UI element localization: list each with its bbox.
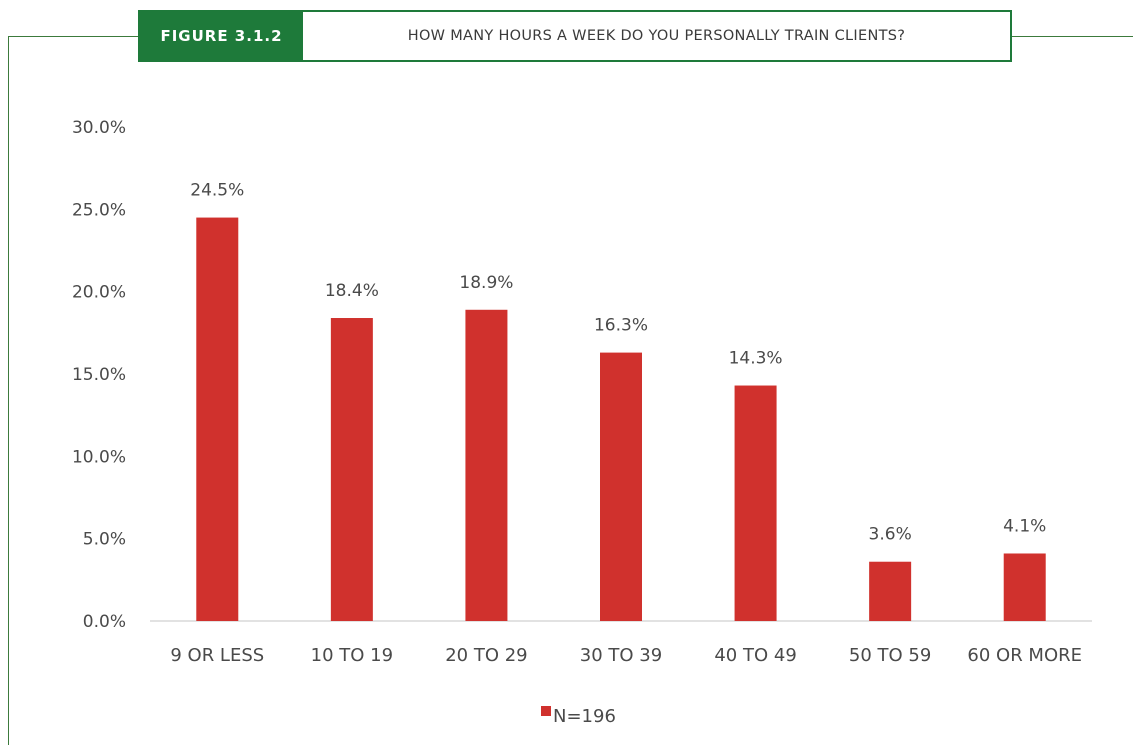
- bar-value-label: 18.4%: [325, 281, 379, 301]
- y-tick-label: 10.0%: [72, 447, 126, 467]
- category-labels-group: 9 OR LESS 10 TO 19 20 TO 29 30 TO 39 40 TO 4…: [170, 645, 1082, 666]
- figure-header: FIGURE 3.1.2 HOW MANY HOURS A WEEK DO YO…: [138, 10, 1012, 62]
- bar: [330, 318, 373, 621]
- bar-value-label: 3.6%: [869, 525, 912, 545]
- bars-group: [196, 217, 1046, 622]
- legend-swatch: [541, 706, 551, 716]
- bar-value-label: 18.9%: [459, 273, 513, 293]
- y-axis-ticks: 0.0% 5.0% 10.0% 15.0% 20.0% 25.0% 30.0%: [72, 118, 126, 632]
- bar-value-label: 14.3%: [729, 349, 783, 369]
- x-category-label: 50 TO 59: [849, 645, 931, 666]
- bar-value-label: 24.5%: [190, 181, 244, 201]
- x-category-label: 9 OR LESS: [170, 645, 264, 666]
- bar-value-label: 16.3%: [594, 316, 648, 336]
- y-tick-label: 25.0%: [72, 200, 126, 220]
- x-category-label: 30 TO 39: [580, 645, 662, 666]
- bar: [869, 561, 912, 621]
- y-tick-label: 30.0%: [72, 118, 126, 138]
- x-category-label: 40 TO 49: [714, 645, 796, 666]
- y-tick-label: 20.0%: [72, 283, 126, 303]
- x-category-label: 10 TO 19: [311, 645, 393, 666]
- y-tick-label: 0.0%: [83, 612, 126, 632]
- bar: [465, 309, 508, 621]
- bar: [1003, 553, 1046, 621]
- x-category-label: 60 OR MORE: [967, 645, 1082, 666]
- x-category-label: 20 TO 29: [445, 645, 527, 666]
- legend: N=196: [541, 706, 616, 727]
- figure-title: HOW MANY HOURS A WEEK DO YOU PERSONALLY …: [407, 28, 906, 44]
- value-labels-group: 24.5% 18.4% 18.9% 16.3% 14.3% 3.6% 4.1%: [190, 181, 1046, 545]
- y-tick-label: 5.0%: [83, 530, 126, 550]
- bar: [734, 385, 777, 621]
- figure-label: FIGURE 3.1.2: [140, 12, 303, 60]
- legend-label: N=196: [553, 706, 616, 727]
- bar-value-label: 4.1%: [1003, 516, 1046, 536]
- frame-left-line: [8, 36, 9, 745]
- bar: [196, 217, 239, 622]
- bar: [600, 352, 642, 621]
- y-tick-label: 15.0%: [72, 365, 126, 385]
